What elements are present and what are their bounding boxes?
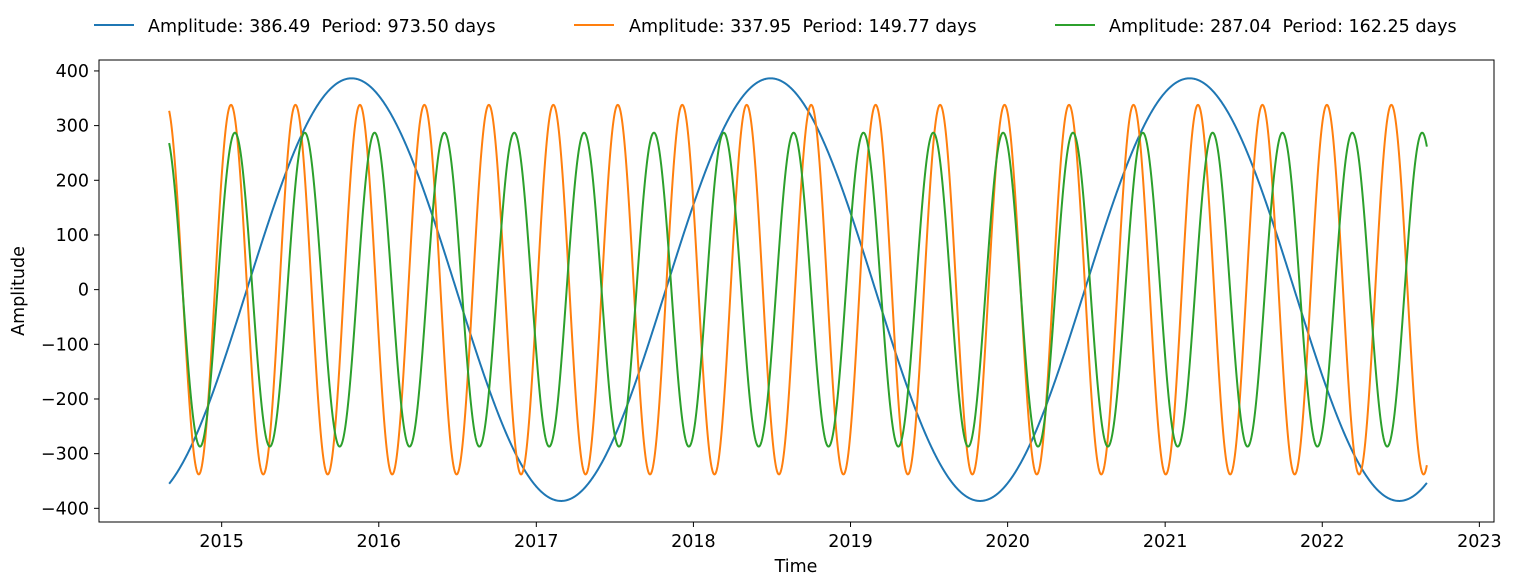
y-tick-label: −100 <box>41 335 89 355</box>
x-axis-label: Time <box>774 557 818 577</box>
legend-entry-2: Amplitude: 337.95 Period: 149.77 days <box>574 17 977 37</box>
y-tick-label: 0 <box>78 281 89 301</box>
x-tick-label: 2019 <box>828 532 873 552</box>
legend-entry-1: Amplitude: 386.49 Period: 973.50 days <box>94 17 496 37</box>
x-tick-label: 2021 <box>1143 532 1188 552</box>
legend-label-series-1: Amplitude: 386.49 Period: 973.50 days <box>148 17 496 37</box>
y-tick-label: −200 <box>41 390 89 410</box>
x-tick-label: 2018 <box>671 532 716 552</box>
x-tick-label: 2015 <box>199 532 244 552</box>
plot-area-frame <box>98 59 1495 523</box>
x-tick-label: 2023 <box>1457 532 1502 552</box>
y-tick-label: −300 <box>41 445 89 465</box>
legend-entry-3: Amplitude: 287.04 Period: 162.25 days <box>1055 17 1457 37</box>
y-tick-label: 200 <box>56 171 89 191</box>
series-lines <box>168 77 1428 502</box>
series-line-3 <box>168 131 1428 448</box>
x-tick-label: 2022 <box>1300 532 1345 552</box>
y-tick-label: 300 <box>56 117 89 137</box>
legend-label-series-2: Amplitude: 337.95 Period: 149.77 days <box>629 17 977 37</box>
legend-label-series-3: Amplitude: 287.04 Period: 162.25 days <box>1109 17 1457 37</box>
y-axis-label: Amplitude <box>9 246 29 336</box>
x-axis: 2015 2016 2017 2018 2019 2020 2021 2022 2023 <box>199 522 1502 552</box>
series-line-1 <box>168 77 1428 502</box>
x-tick-label: 2020 <box>985 532 1030 552</box>
y-tick-label: −400 <box>41 499 89 519</box>
series-line-2 <box>168 103 1428 476</box>
x-tick-label: 2016 <box>357 532 402 552</box>
y-tick-label: 100 <box>56 226 89 246</box>
x-tick-label: 2017 <box>514 532 559 552</box>
legend: Amplitude: 386.49 Period: 973.50 days Am… <box>94 17 1457 37</box>
y-tick-label: 400 <box>56 62 89 82</box>
y-axis: 400 300 200 100 0 −100 −200 −300 −400 <box>41 62 99 519</box>
